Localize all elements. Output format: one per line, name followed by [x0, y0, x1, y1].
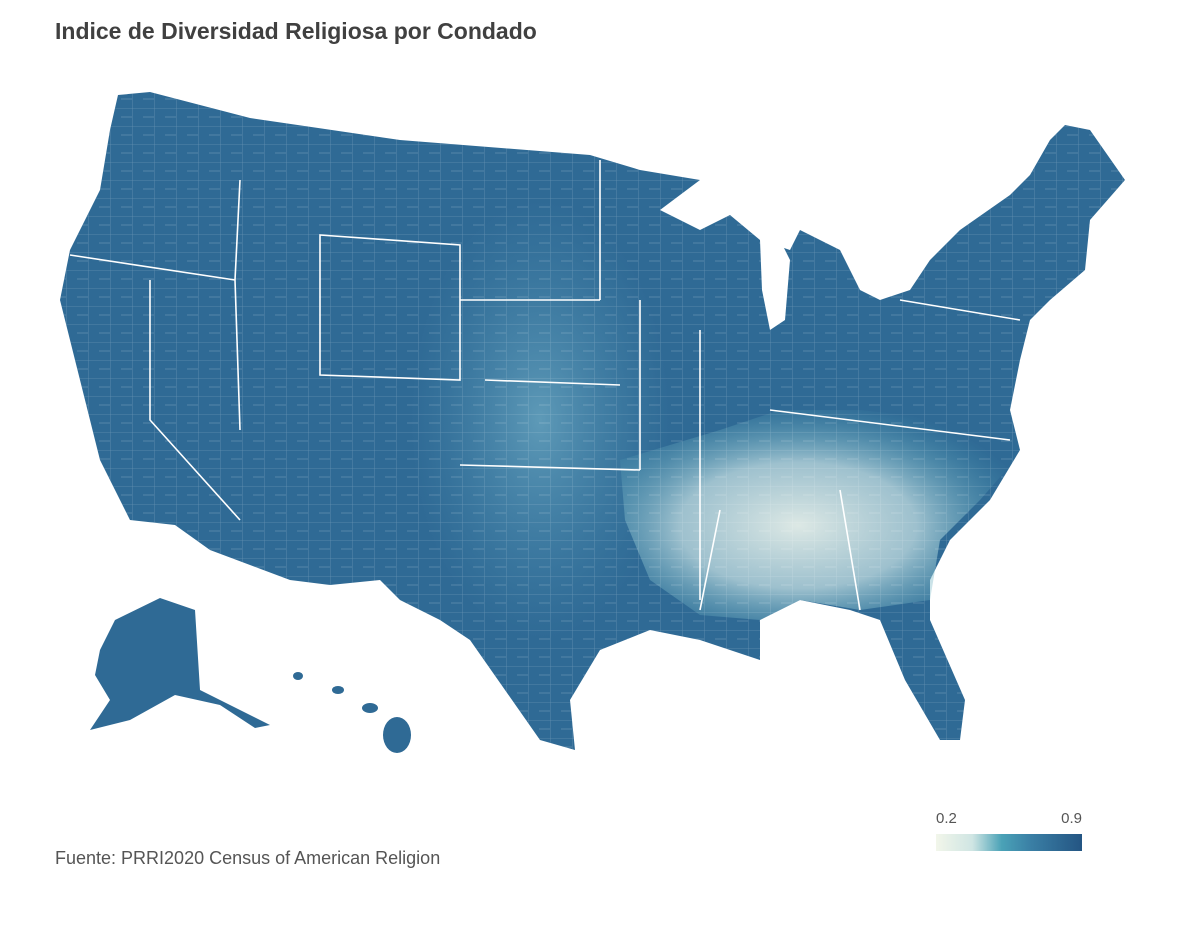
kauai-island [293, 672, 303, 680]
oahu-island [332, 686, 344, 694]
alaska-outline [90, 598, 270, 730]
legend-color-bar [936, 834, 1082, 851]
hawaii [293, 672, 411, 753]
contiguous-us [60, 92, 1125, 750]
maui-island [362, 703, 378, 713]
legend-max-label: 0.9 [1061, 810, 1082, 827]
us-outline-counties [60, 92, 1125, 750]
hawaii-island [383, 717, 411, 753]
choropleth-map [60, 92, 1125, 753]
legend-min-label: 0.2 [936, 810, 957, 827]
alaska [90, 598, 270, 730]
source-note: Fuente: PRRI2020 Census of American Reli… [55, 848, 441, 868]
state-border [69, 160, 1021, 611]
state-borders [69, 160, 1021, 611]
map-title: Indice de Diversidad Religiosa por Conda… [55, 18, 537, 44]
